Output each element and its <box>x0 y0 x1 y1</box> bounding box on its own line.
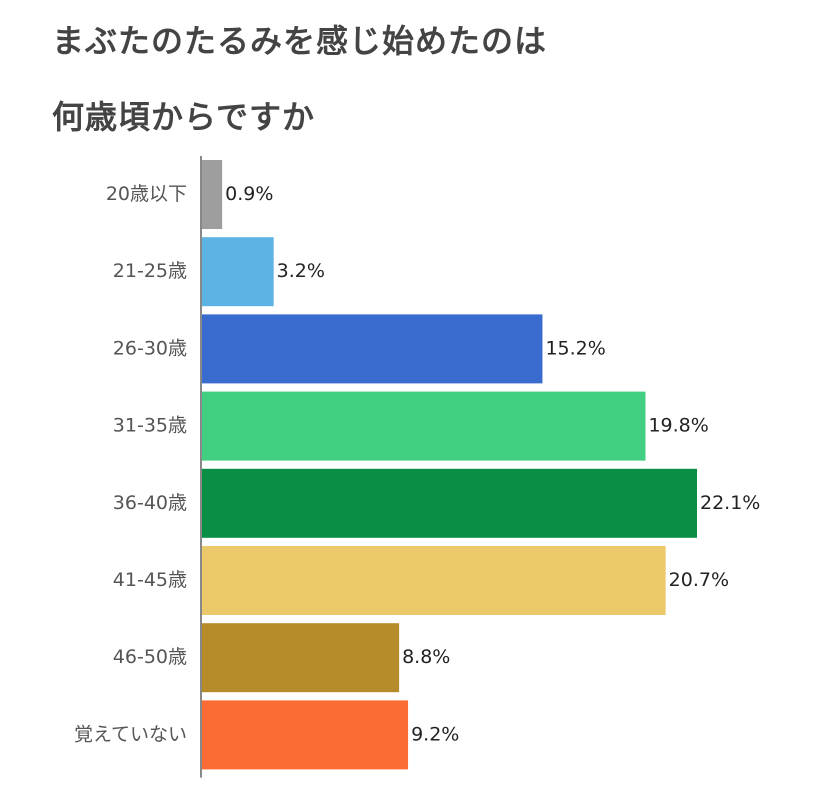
value-label: 3.2% <box>277 260 325 282</box>
category-label: 41-45歳 <box>113 569 187 591</box>
value-label: 9.2% <box>411 723 459 745</box>
category-label: 31-35歳 <box>113 415 187 437</box>
bar <box>202 700 409 770</box>
value-label: 22.1% <box>700 492 760 514</box>
category-label: 20歳以下 <box>106 183 187 205</box>
value-label: 20.7% <box>669 569 729 591</box>
chart-title-line-2: 何歳頃からですか <box>52 98 316 136</box>
bar <box>202 623 400 693</box>
bar <box>202 237 274 307</box>
category-label: 26-30歳 <box>113 337 187 359</box>
value-label: 0.9% <box>225 183 273 205</box>
category-label: 覚えていない <box>74 723 187 745</box>
value-label: 8.8% <box>402 646 450 668</box>
chart-title-line-1: まぶたのたるみを感じ始めたのは <box>52 22 548 60</box>
bar <box>202 391 646 461</box>
value-label: 15.2% <box>545 337 605 359</box>
bar <box>202 160 223 229</box>
bars <box>202 160 697 770</box>
category-label: 21-25歳 <box>113 260 187 282</box>
value-label: 19.8% <box>648 415 708 437</box>
value-labels: 0.9% 3.2% 15.2% 19.8% 22.1% 20.7% 8.8% 9.2% <box>225 183 760 745</box>
category-label: 36-40歳 <box>113 492 187 514</box>
category-labels: 20歳以下 21-25歳 26-30歳 31-35歳 36-40歳 41-45歳 46-50… <box>74 183 187 745</box>
category-label: 46-50歳 <box>113 646 187 668</box>
bar <box>202 314 543 384</box>
bar <box>202 468 697 538</box>
bar <box>202 546 666 615</box>
